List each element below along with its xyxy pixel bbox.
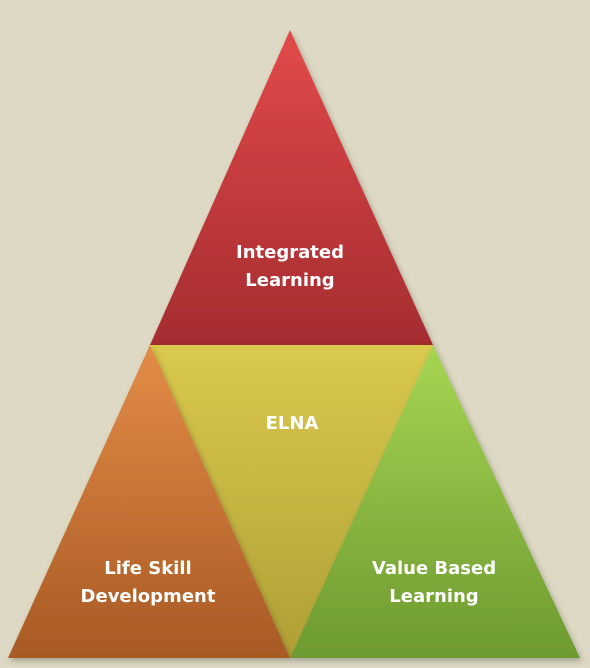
elna-triangle [150, 345, 433, 658]
elna-label: ELNA [266, 413, 319, 434]
integrated-learning-triangle [150, 30, 433, 345]
integrated-learning-label-line1: Integrated [236, 242, 344, 263]
value-based-label-line1: Value Based [372, 558, 496, 579]
life-skill-label-line1: Life Skill [104, 558, 191, 579]
life-skill-label-line2: Development [81, 586, 216, 607]
value-based-learning-triangle [290, 345, 580, 658]
value-based-label-line2: Learning [389, 586, 478, 607]
life-skill-development-triangle [8, 345, 290, 658]
integrated-learning-label-line2: Learning [245, 270, 334, 291]
